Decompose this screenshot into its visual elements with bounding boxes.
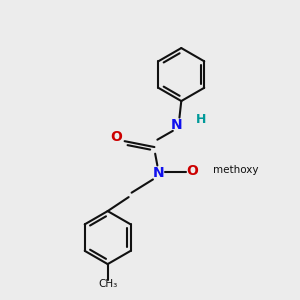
Text: CH₃: CH₃ (98, 279, 117, 289)
Text: methoxy: methoxy (213, 165, 259, 175)
Text: H: H (196, 113, 206, 126)
Text: N: N (152, 166, 164, 180)
Text: N: N (171, 118, 182, 132)
Text: O: O (186, 164, 198, 178)
Text: O: O (110, 130, 122, 144)
